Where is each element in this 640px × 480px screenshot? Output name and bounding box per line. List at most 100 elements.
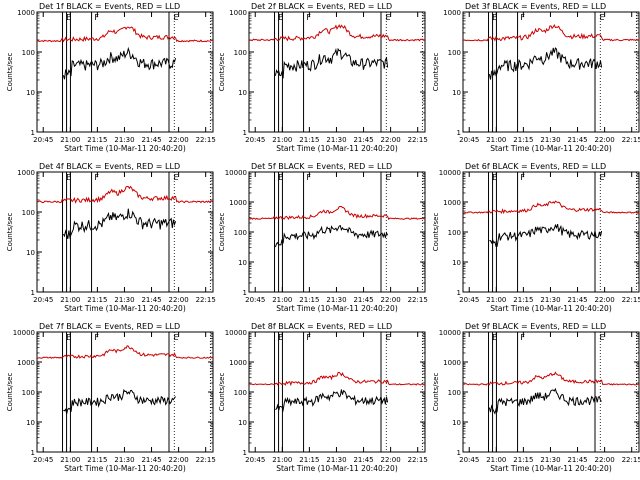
x-tick-label: 20:45 <box>459 136 479 144</box>
y-tick-label: 10 <box>452 419 461 427</box>
lld-series-line <box>36 345 214 359</box>
events-series-line <box>63 388 176 416</box>
x-tick-label: 21:15 <box>299 136 319 144</box>
y-tick-label: 1000 <box>17 9 35 17</box>
y-axis-label: Counts/sec <box>6 53 14 92</box>
interval-flag: E <box>386 13 391 22</box>
y-tick-label: 1000 <box>17 359 35 367</box>
y-axis-label: Counts/sec <box>218 213 226 252</box>
interval-flag: E <box>386 173 391 182</box>
y-tick-label: 1000 <box>229 199 247 207</box>
events-series-line <box>274 224 389 248</box>
x-tick-label: 20:45 <box>459 296 479 304</box>
x-tick-label: 22:00 <box>169 456 189 464</box>
y-axis-label: Counts/sec <box>432 373 440 412</box>
x-tick-label: 21:15 <box>87 296 107 304</box>
y-tick-label: 100 <box>22 49 35 57</box>
x-tick-label: 22:00 <box>595 456 615 464</box>
x-tick-label: 21:00 <box>60 136 80 144</box>
events-series-line <box>62 46 177 80</box>
y-tick-label: 100 <box>234 229 247 237</box>
panel-title: Det 4f BLACK = Events, RED = LLD <box>39 162 180 171</box>
interval-flag: E <box>66 333 71 342</box>
y-axis-label: Counts/sec <box>218 373 226 412</box>
y-tick-label: 1000 <box>229 359 247 367</box>
x-tick-label: 20:45 <box>245 296 265 304</box>
interval-flag: F <box>306 13 311 22</box>
x-tick-label: 21:00 <box>486 456 506 464</box>
detector-panel-4: Det 4f BLACK = Events, RED = LLD 1 10 100 10… <box>6 162 216 313</box>
y-tick-label: 1 <box>457 449 461 457</box>
y-tick-label: 10 <box>238 259 247 267</box>
y-tick-label: 1 <box>457 129 461 137</box>
interval-flag: F <box>306 173 311 182</box>
x-tick-label: 20:45 <box>245 456 265 464</box>
y-axis-label: Counts/sec <box>432 213 440 252</box>
x-tick-label: 22:00 <box>169 296 189 304</box>
detector-panel-2: Det 2f BLACK = Events, RED = LLD 1 10 100 10… <box>218 2 428 153</box>
x-tick-label: 20:45 <box>33 456 53 464</box>
interval-flag: F <box>94 173 99 182</box>
x-tick-label: 21:45 <box>567 456 587 464</box>
x-axis-label: Start Time (10-Mar-11 20:40:20) <box>276 304 398 313</box>
x-tick-label: 21:15 <box>87 456 107 464</box>
x-tick-label: 21:30 <box>114 456 134 464</box>
y-tick-label: 1 <box>31 129 35 137</box>
x-tick-label: 22:15 <box>408 296 428 304</box>
panel-title: Det 8f BLACK = Events, RED = LLD <box>251 322 392 331</box>
x-tick-label: 22:00 <box>595 136 615 144</box>
interval-flag: E <box>600 173 605 182</box>
lld-series-line <box>463 371 640 386</box>
detector-panel-8: Det 8f BLACK = Events, RED = LLD 1 10 100 10… <box>218 322 428 473</box>
x-tick-label: 21:45 <box>141 296 161 304</box>
interval-flag: E <box>492 13 497 22</box>
y-tick-label: 10 <box>452 89 461 97</box>
lld-series-line <box>248 206 426 221</box>
interval-flag: E <box>278 173 283 182</box>
lld-series-line <box>36 26 214 43</box>
interval-flag: E <box>174 333 179 342</box>
y-tick-label: 10000 <box>13 329 35 337</box>
interval-flag: E <box>278 13 283 22</box>
plot-frame <box>462 11 640 133</box>
y-tick-label: 10 <box>26 249 35 257</box>
interval-flag: F <box>94 333 99 342</box>
x-axis-label: Start Time (10-Mar-11 20:40:20) <box>64 464 186 473</box>
y-tick-label: 1 <box>31 289 35 297</box>
x-tick-label: 22:15 <box>408 136 428 144</box>
panel-title: Det 9f BLACK = Events, RED = LLD <box>465 322 606 331</box>
x-tick-label: 21:30 <box>326 296 346 304</box>
plot-frame <box>248 11 426 133</box>
y-tick-label: 10 <box>26 89 35 97</box>
x-axis-label: Start Time (10-Mar-11 20:40:20) <box>276 464 398 473</box>
y-tick-label: 1000 <box>443 199 461 207</box>
panel-title: Det 5f BLACK = Events, RED = LLD <box>251 162 392 171</box>
y-tick-label: 10 <box>238 419 247 427</box>
x-tick-label: 21:00 <box>272 296 292 304</box>
x-tick-label: 21:30 <box>326 136 346 144</box>
y-tick-label: 1000 <box>229 9 247 17</box>
x-axis-label: Start Time (10-Mar-11 20:40:20) <box>64 144 186 153</box>
detector-panel-3: Det 3f BLACK = Events, RED = LLD 1 10 100 10… <box>432 2 640 153</box>
y-tick-label: 100 <box>448 49 461 57</box>
y-tick-label: 10 <box>452 259 461 267</box>
x-tick-label: 21:45 <box>567 136 587 144</box>
x-tick-label: 22:00 <box>381 136 401 144</box>
x-tick-label: 21:00 <box>272 136 292 144</box>
interval-flag: F <box>306 333 311 342</box>
y-axis-label: Counts/sec <box>6 373 14 412</box>
x-tick-label: 21:15 <box>513 296 533 304</box>
plot-frame <box>462 171 640 293</box>
x-tick-label: 22:15 <box>196 136 216 144</box>
panel-title: Det 7f BLACK = Events, RED = LLD <box>39 322 180 331</box>
lld-series-line <box>462 24 640 42</box>
y-axis-label: Counts/sec <box>218 53 226 92</box>
x-axis-label: Start Time (10-Mar-11 20:40:20) <box>490 304 612 313</box>
x-tick-label: 20:45 <box>33 296 53 304</box>
x-tick-label: 21:15 <box>513 136 533 144</box>
x-tick-label: 21:45 <box>353 296 373 304</box>
panel-title: Det 6f BLACK = Events, RED = LLD <box>465 162 606 171</box>
x-tick-label: 21:15 <box>513 456 533 464</box>
x-tick-label: 21:30 <box>540 136 560 144</box>
